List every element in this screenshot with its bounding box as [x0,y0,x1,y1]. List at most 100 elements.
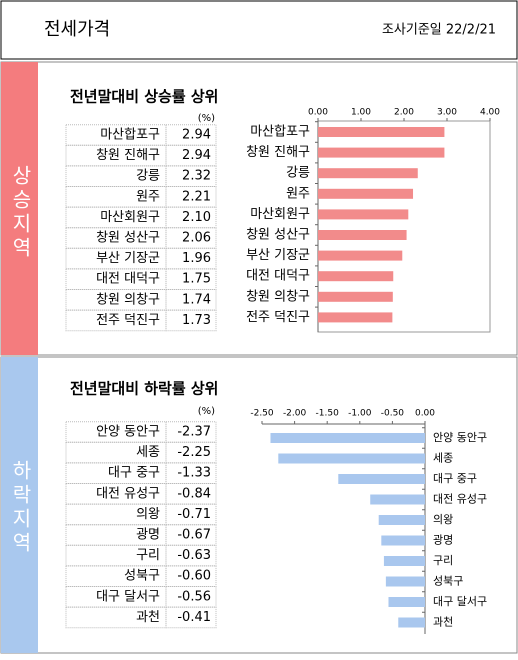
table-cell [165,289,217,311]
bar [398,617,425,628]
table-region: 안양 동안구 [96,425,160,440]
table-value: 2.32 [182,169,211,184]
table-value: -0.60 [177,569,211,584]
category-label: 광명 [433,534,453,547]
header-date: 조사기준일 22/2/21 [382,23,496,38]
x-tick-label: 0.00 [415,409,435,419]
bar [338,474,425,484]
table-cell [165,206,217,229]
table-cell [165,544,217,567]
bar [270,433,425,443]
table-region: 대구 달서구 [96,589,160,604]
table-value: -0.41 [177,610,211,625]
table-region: 대구 중구 [108,466,160,481]
table-value: -0.56 [177,589,211,604]
table-value: 2.94 [182,148,211,163]
table-value: 2.06 [182,231,211,246]
table-cell [165,565,217,588]
table-value: -2.25 [177,445,211,460]
category-label: 대구 중구 [433,472,477,485]
category-label: 구리 [433,554,453,567]
table-region: 창원 성산구 [96,231,160,246]
table-value: -0.71 [177,507,211,522]
table-cell [165,247,217,270]
category-label: 강릉 [286,166,310,181]
table-value: -2.37 [177,425,211,440]
table-value: -0.67 [177,528,211,543]
table-region: 전주 덕진구 [96,313,160,328]
table-value: -1.33 [177,466,211,481]
bar [378,515,425,525]
table-cell [165,462,217,484]
chart-title: 전년말대비 상승률 상위 [70,88,218,106]
table-cell [165,227,217,249]
category-label: 의왕 [433,513,453,526]
table-cell [165,124,217,146]
table-region: 세종 [136,445,160,460]
x-tick-label: -2.50 [250,409,274,419]
x-tick-label: 0.00 [308,108,328,118]
header-box [0,0,518,60]
bar [318,230,407,240]
table-value: 1.73 [182,313,211,328]
category-label: 마산합포구 [250,125,310,140]
table-region: 과천 [136,610,160,625]
table-value: 1.75 [182,272,211,287]
table-region: 창원 의창구 [96,292,160,307]
x-tick-label: 4.00 [480,108,500,118]
category-label: 마산회원구 [250,207,310,222]
bar [318,147,445,158]
section-box [0,356,518,654]
table-region: 성북구 [124,569,160,584]
category-label: 창원 진해구 [246,145,310,160]
chart-title: 전년말대비 하락률 상위 [70,380,218,398]
table-cell [165,186,217,208]
category-label: 원주 [286,186,310,201]
table-cell [165,586,217,608]
section-label: 상승지역 [9,165,33,261]
table-cell [165,144,217,167]
x-tick-label: 2.00 [394,108,414,118]
category-label: 전주 덕진구 [246,310,310,325]
bar [318,188,414,199]
table-value: -0.63 [177,548,211,563]
table-cell [165,503,217,526]
table-region: 대전 대덕구 [96,272,160,287]
unit-label: (%) [198,406,215,417]
category-label: 대전 유성구 [433,493,487,506]
table-region: 의왕 [136,507,160,522]
category-label: 창원 의창구 [246,289,310,304]
table-cell [165,309,217,332]
table-value: 1.96 [182,251,211,266]
category-label: 대구 달서구 [433,595,487,608]
category-label: 부산 기장군 [246,248,310,263]
bar [318,271,394,282]
section-label: 하락지역 [9,460,33,556]
table-region: 창원 진해구 [96,148,160,163]
table-region: 마산합포구 [100,128,160,143]
x-tick-label: 3.00 [437,108,457,118]
x-tick-label: 1.00 [351,108,371,118]
x-tick-label: -0.50 [381,409,405,419]
table-cell [165,268,217,290]
category-label: 과천 [433,615,453,629]
bar [318,127,445,137]
bar [370,494,425,505]
category-label: 대전 대덕구 [246,269,310,284]
category-label: 세종 [433,452,453,465]
bar [318,168,418,179]
bar [385,576,425,587]
bar [318,291,393,302]
table-region: 강릉 [136,169,160,184]
header-title: 전세가격 [44,19,110,40]
section-strip [1,357,38,653]
bar [318,312,393,323]
table-value: 1.74 [182,292,211,307]
table-value: 2.21 [182,189,211,204]
table-cell [165,483,217,505]
section-box [0,61,518,356]
table-value: 2.10 [182,210,211,225]
table-region: 대전 유성구 [96,486,160,501]
table-cell [165,421,217,443]
